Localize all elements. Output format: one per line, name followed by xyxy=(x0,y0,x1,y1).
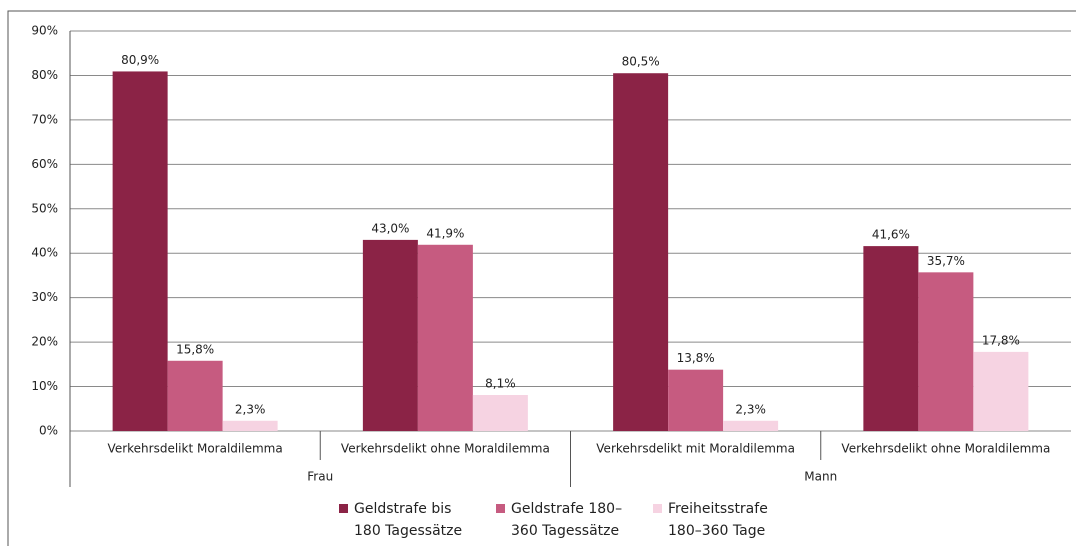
y-tick-label: 10% xyxy=(31,379,58,393)
y-tick-label: 0% xyxy=(39,424,58,438)
y-tick-label: 70% xyxy=(31,112,58,126)
bar xyxy=(222,420,278,431)
value-label: 17,8% xyxy=(982,333,1020,347)
value-label: 80,5% xyxy=(622,55,660,69)
value-label: 15,8% xyxy=(176,342,214,356)
value-label: 41,9% xyxy=(426,226,464,240)
y-tick-label: 90% xyxy=(31,24,58,38)
y-tick-label: 20% xyxy=(31,335,58,349)
value-label: 8,1% xyxy=(485,377,516,391)
legend-swatch xyxy=(339,504,348,513)
bar xyxy=(863,246,919,431)
bar xyxy=(723,420,779,431)
y-tick-label: 40% xyxy=(31,246,58,260)
value-label: 43,0% xyxy=(371,221,409,235)
bar xyxy=(973,351,1029,431)
legend-swatch xyxy=(653,504,662,513)
legend-label: Geldstrafe bis 180 Tagessätze xyxy=(354,501,463,539)
bar xyxy=(167,360,223,431)
legend-item: Geldstrafe 180–360 Tagessätze xyxy=(496,498,629,542)
y-tick-label: 50% xyxy=(31,201,58,215)
x-tick-label: Verkehrsdelikt Moraldilemma xyxy=(108,442,283,456)
legend-label: Geldstrafe 180–360 Tagessätze xyxy=(511,501,623,539)
x-tick-label: Verkehrsdelikt ohne Moraldilemma xyxy=(341,442,550,456)
bar xyxy=(668,369,724,431)
x-tick-label: Verkehrsdelikt ohne Moraldilemma xyxy=(841,442,1050,456)
value-label: 80,9% xyxy=(121,53,159,67)
value-label: 2,3% xyxy=(735,402,766,416)
group-label: Frau xyxy=(307,470,333,484)
bar xyxy=(417,244,473,431)
y-tick-label: 60% xyxy=(31,157,58,171)
bar xyxy=(112,71,168,431)
legend-label: Freiheitsstrafe 180–360 Tage xyxy=(668,501,768,539)
bar xyxy=(613,73,669,431)
frame xyxy=(7,10,1076,546)
legend-swatch xyxy=(496,504,505,513)
bar xyxy=(918,272,974,431)
value-label: 13,8% xyxy=(677,351,715,365)
legend-item: Freiheitsstrafe 180–360 Tage xyxy=(653,498,786,542)
bar xyxy=(472,395,528,431)
group-label: Mann xyxy=(804,470,837,484)
value-label: 2,3% xyxy=(235,402,266,416)
value-label: 41,6% xyxy=(872,228,910,242)
value-label: 35,7% xyxy=(927,254,965,268)
y-tick-label: 80% xyxy=(31,68,58,82)
x-tick-label: Verkehrsdelikt mit Moraldilemma xyxy=(596,442,795,456)
bar xyxy=(362,239,418,431)
y-tick-label: 30% xyxy=(31,290,58,304)
legend-item: Geldstrafe bis 180 Tagessätze xyxy=(339,498,472,542)
